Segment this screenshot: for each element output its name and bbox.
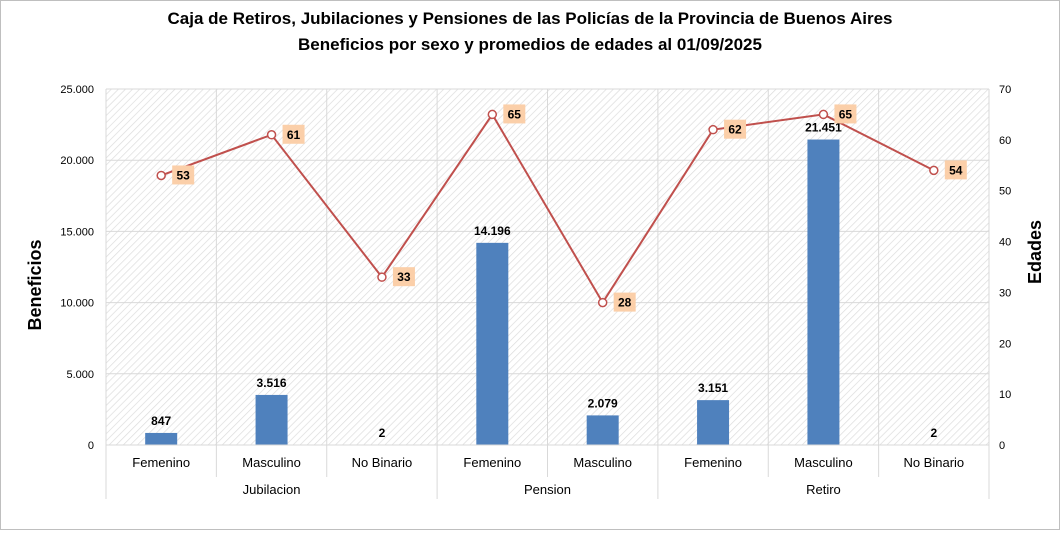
- line-value-label: 65: [839, 107, 853, 121]
- line-marker: [157, 171, 165, 179]
- bar-value-label: 2: [930, 426, 937, 440]
- y2-tick-label: 50: [999, 186, 1011, 198]
- bar-value-label: 3.151: [698, 381, 728, 395]
- bar: [145, 433, 177, 445]
- y2-tick-label: 60: [999, 135, 1011, 147]
- category-label: No Binario: [903, 455, 964, 470]
- line-marker: [488, 110, 496, 118]
- y-tick-label: 25.000: [60, 84, 94, 96]
- right-axis-ticks: 0 10 20 30 40 50 60 70: [999, 84, 1011, 452]
- bar: [476, 243, 508, 445]
- bar-value-label: 14.196: [474, 224, 511, 238]
- bar-value-label: 2.079: [588, 396, 618, 410]
- y-axis-title: Beneficios: [25, 239, 45, 330]
- bar-value-label: 2: [379, 426, 386, 440]
- y-tick-label: 0: [88, 440, 94, 452]
- line-marker: [709, 126, 717, 134]
- bar: [587, 415, 619, 445]
- line-marker: [268, 131, 276, 139]
- bar: [697, 400, 729, 445]
- line-marker: [930, 166, 938, 174]
- line-value-label: 65: [508, 107, 522, 121]
- bar: [256, 395, 288, 445]
- group-label: Pension: [524, 482, 571, 497]
- chart-title: Caja de Retiros, Jubilaciones y Pensione…: [168, 9, 893, 28]
- chart-subtitle: Beneficios por sexo y promedios de edade…: [298, 35, 762, 54]
- line-value-label: 28: [618, 296, 632, 310]
- y-tick-label: 15.000: [60, 226, 94, 238]
- y2-tick-label: 20: [999, 338, 1011, 350]
- category-label: Femenino: [463, 455, 521, 470]
- y2-tick-label: 0: [999, 440, 1005, 452]
- y2-tick-label: 10: [999, 389, 1011, 401]
- line-marker: [378, 273, 386, 281]
- y2-tick-label: 40: [999, 237, 1011, 249]
- group-label: Jubilacion: [243, 482, 301, 497]
- line-marker: [599, 299, 607, 307]
- left-axis-ticks: 0 5.000 10.000 15.000 20.000 25.000: [60, 84, 94, 452]
- bar-value-label: 3.516: [257, 376, 287, 390]
- line-marker: [819, 110, 827, 118]
- line-value-label: 61: [287, 128, 301, 142]
- bar: [807, 140, 839, 445]
- category-label: No Binario: [352, 455, 413, 470]
- y2-tick-label: 70: [999, 84, 1011, 96]
- line-value-label: 33: [397, 270, 411, 284]
- group-label: Retiro: [806, 482, 841, 497]
- bar-value-label: 847: [151, 414, 171, 428]
- category-axis: Femenino Masculino No Binario Femenino Mascu…: [106, 445, 989, 499]
- category-label: Femenino: [684, 455, 742, 470]
- y-tick-label: 5.000: [66, 369, 94, 381]
- category-label: Masculino: [794, 455, 853, 470]
- line-value-label: 53: [177, 168, 191, 182]
- category-label: Masculino: [242, 455, 301, 470]
- y-tick-label: 10.000: [60, 298, 94, 310]
- y2-tick-label: 30: [999, 287, 1011, 299]
- category-label: Femenino: [132, 455, 190, 470]
- line-value-label: 54: [949, 163, 963, 177]
- category-label: Masculino: [573, 455, 632, 470]
- y-tick-label: 20.000: [60, 155, 94, 167]
- line-value-label: 62: [728, 123, 742, 137]
- y2-axis-title: Edades: [1025, 220, 1045, 284]
